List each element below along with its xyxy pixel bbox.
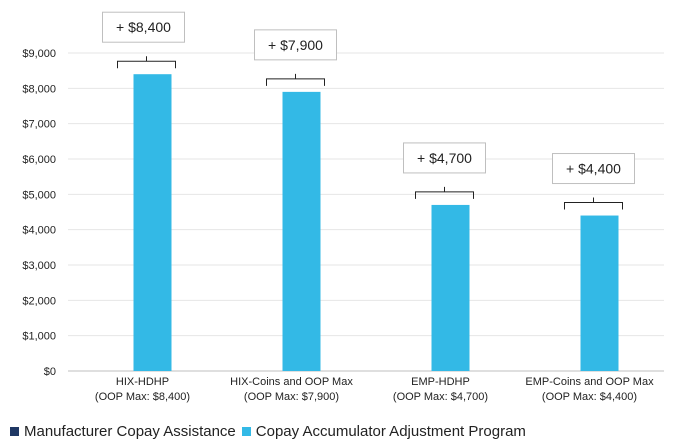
legend-swatch-accumulator [241,426,251,436]
bracket [117,56,176,69]
callout-box [102,11,185,43]
y-tick-label: $9,000 [22,48,56,60]
x-tick-label: (OOP Max: $4,400) [542,391,637,403]
bracket [415,186,474,199]
y-tick-label: $4,000 [22,225,56,237]
y-tick-label: $6,000 [22,154,56,166]
callout-box [254,29,337,61]
legend: Manufacturer Copay Assistance Copay Accu… [10,421,532,441]
legend-item-copay-accumulator: Copay Accumulator Adjustment Program [241,422,526,440]
bar-copay-accumulator-adjustment-program [133,74,172,371]
x-tick-label: HIX-Coins and OOP Max [230,376,353,388]
y-tick-label: $7,000 [22,119,56,131]
x-tick-label: EMP-HDHP [411,376,470,388]
bar-chart-plot: $0 $1,000 $2,000 $3,000 $4,000 $5,000 $6,000 $7… [22,11,664,403]
y-tick-label: $5,000 [22,189,56,201]
y-tick-label: $1,000 [22,331,56,343]
callout-label: + $4,400 [566,161,621,177]
legend-label-accumulator: Copay Accumulator Adjustment Program [255,422,526,440]
x-tick-label: EMP-Coins and OOP Max [525,376,654,388]
callout-box [403,142,486,174]
x-tick-label: (OOP Max: $4,700) [393,391,488,403]
callout-label: + $7,900 [268,37,323,53]
bracket [266,73,325,86]
y-tick-label: $3,000 [22,260,56,272]
y-tick-label: $2,000 [22,295,56,307]
x-tick-label: HIX-HDHP [116,376,169,388]
x-tick-label: (OOP Max: $8,400) [95,391,190,403]
callout-box [552,153,635,185]
legend-label-manufacturer: Manufacturer Copay Assistance [24,422,236,440]
legend-item-manufacturer-copay-assistance: Manufacturer Copay Assistance [10,423,236,440]
callout-label: + $8,400 [116,19,171,35]
callout-label: + $4,700 [417,150,472,166]
bracket [564,197,623,210]
x-tick-label: (OOP Max: $7,900) [244,391,339,403]
legend-swatch-manufacturer [10,426,19,436]
y-tick-label: $8,000 [22,83,56,95]
bar-copay-accumulator-adjustment-program [282,91,321,371]
bar-copay-accumulator-adjustment-program [431,204,470,371]
y-tick-label: $0 [44,366,56,378]
bar-copay-accumulator-adjustment-program [580,215,619,371]
